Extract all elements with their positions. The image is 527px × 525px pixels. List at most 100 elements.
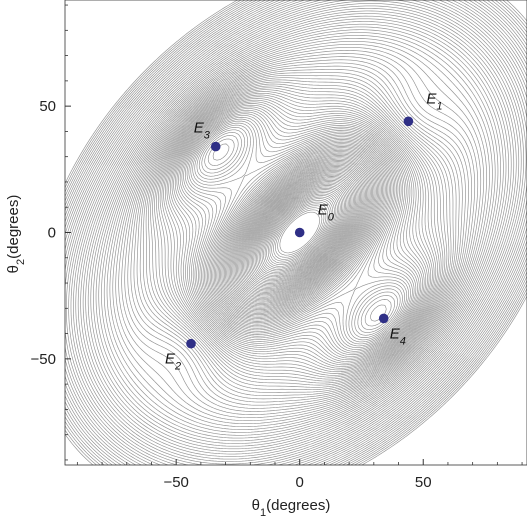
point-labels: E0 E1 E2 E3 E4 (165, 90, 443, 372)
contour-level (65, 0, 527, 465)
contour-level (127, 56, 472, 409)
contour-level (101, 29, 499, 436)
y-tick-label: 0 (48, 225, 56, 242)
contour-level (65, 0, 527, 465)
contour-level (247, 178, 353, 287)
contour-level (65, 0, 527, 465)
x-axis-title: θ1(degrees) (252, 497, 331, 519)
contour-level (244, 176, 355, 289)
contour-level (249, 181, 350, 284)
contour-level (256, 187, 344, 278)
contour-level (136, 65, 463, 400)
contour-level (133, 62, 466, 403)
contour-level (258, 190, 341, 275)
contour-level (168, 98, 432, 367)
equilibrium-label: E3 (194, 120, 211, 142)
contour-level (198, 129, 401, 336)
contour-level (273, 205, 327, 260)
contour-level (65, 0, 527, 465)
contour-level (65, 0, 527, 465)
contour-level (173, 103, 427, 362)
contour-level (192, 122, 408, 343)
contour-level (248, 179, 352, 286)
contour-level (87, 15, 512, 450)
contour-level (82, 10, 517, 455)
x-tick-label: 0 (296, 474, 304, 491)
contour-level (106, 35, 493, 430)
contour-level (90, 18, 509, 447)
contour-level (253, 185, 346, 280)
contour-level (65, 0, 527, 465)
equilibrium-points (186, 116, 414, 349)
contour-level (279, 211, 320, 254)
contour-level (226, 157, 374, 308)
contour-level (257, 189, 342, 276)
equilibrium-point (210, 141, 221, 152)
contour-level (207, 138, 392, 327)
contour-level (65, 0, 527, 465)
equilibrium-label: E2 (165, 351, 181, 373)
contour-level (239, 171, 360, 294)
contour-level (227, 158, 372, 307)
contour-level (220, 151, 380, 314)
y-axis-title: θ2(degrees) (5, 195, 27, 274)
contour-level (163, 92, 437, 373)
contour-level (263, 195, 337, 270)
contour-level (70, 0, 527, 465)
y-tick-label: −50 (31, 351, 56, 368)
contour-level (233, 164, 366, 301)
contour-level (264, 196, 335, 269)
contour-level (152, 81, 448, 384)
equilibrium-point (403, 116, 414, 127)
contour-level (260, 192, 340, 273)
contour-level (178, 108, 422, 357)
equilibrium-point (378, 313, 389, 324)
contour-level (65, 0, 527, 465)
contour-level (269, 201, 330, 264)
contour-level (236, 167, 364, 298)
contour-level (196, 126, 403, 338)
contour-level (65, 0, 527, 465)
contour-level (103, 32, 496, 433)
contour-level (95, 23, 504, 442)
contour-level (124, 53, 476, 412)
x-tick-label: 50 (415, 474, 432, 491)
contour-level (121, 50, 479, 415)
contour-level (225, 156, 375, 309)
contour-level (85, 13, 515, 452)
contour-level (275, 207, 325, 258)
contour-level (228, 159, 371, 306)
contour-level (142, 72, 457, 393)
contour-level (245, 177, 354, 288)
contour-level (181, 111, 418, 354)
contour-level (230, 161, 370, 304)
contour-level (157, 87, 442, 378)
contour-level (98, 26, 502, 439)
contour-level (217, 148, 382, 317)
contour-level (80, 8, 520, 457)
contour-level (77, 5, 522, 460)
x-tick-label: −50 (163, 474, 188, 491)
contour-level (183, 113, 417, 352)
equilibrium-label: E4 (390, 325, 406, 347)
contour-level (109, 38, 490, 427)
contour-level (161, 91, 438, 374)
contour-level (238, 169, 361, 296)
equilibrium-label: E0 (318, 202, 335, 224)
contour-level (75, 3, 524, 462)
contour-level (130, 59, 469, 406)
contour-level (223, 155, 376, 310)
contour-level (65, 0, 527, 465)
contour-level (139, 68, 460, 397)
contour-level (150, 79, 450, 386)
contour-level (176, 106, 423, 359)
contour-level (65, 0, 527, 465)
contour-level (145, 75, 454, 390)
contour-level (267, 199, 332, 266)
equilibrium-label: E1 (426, 90, 442, 112)
contour-level (188, 118, 411, 347)
contour-level (237, 168, 363, 297)
contour-level (112, 40, 487, 425)
contour-level (232, 163, 367, 302)
